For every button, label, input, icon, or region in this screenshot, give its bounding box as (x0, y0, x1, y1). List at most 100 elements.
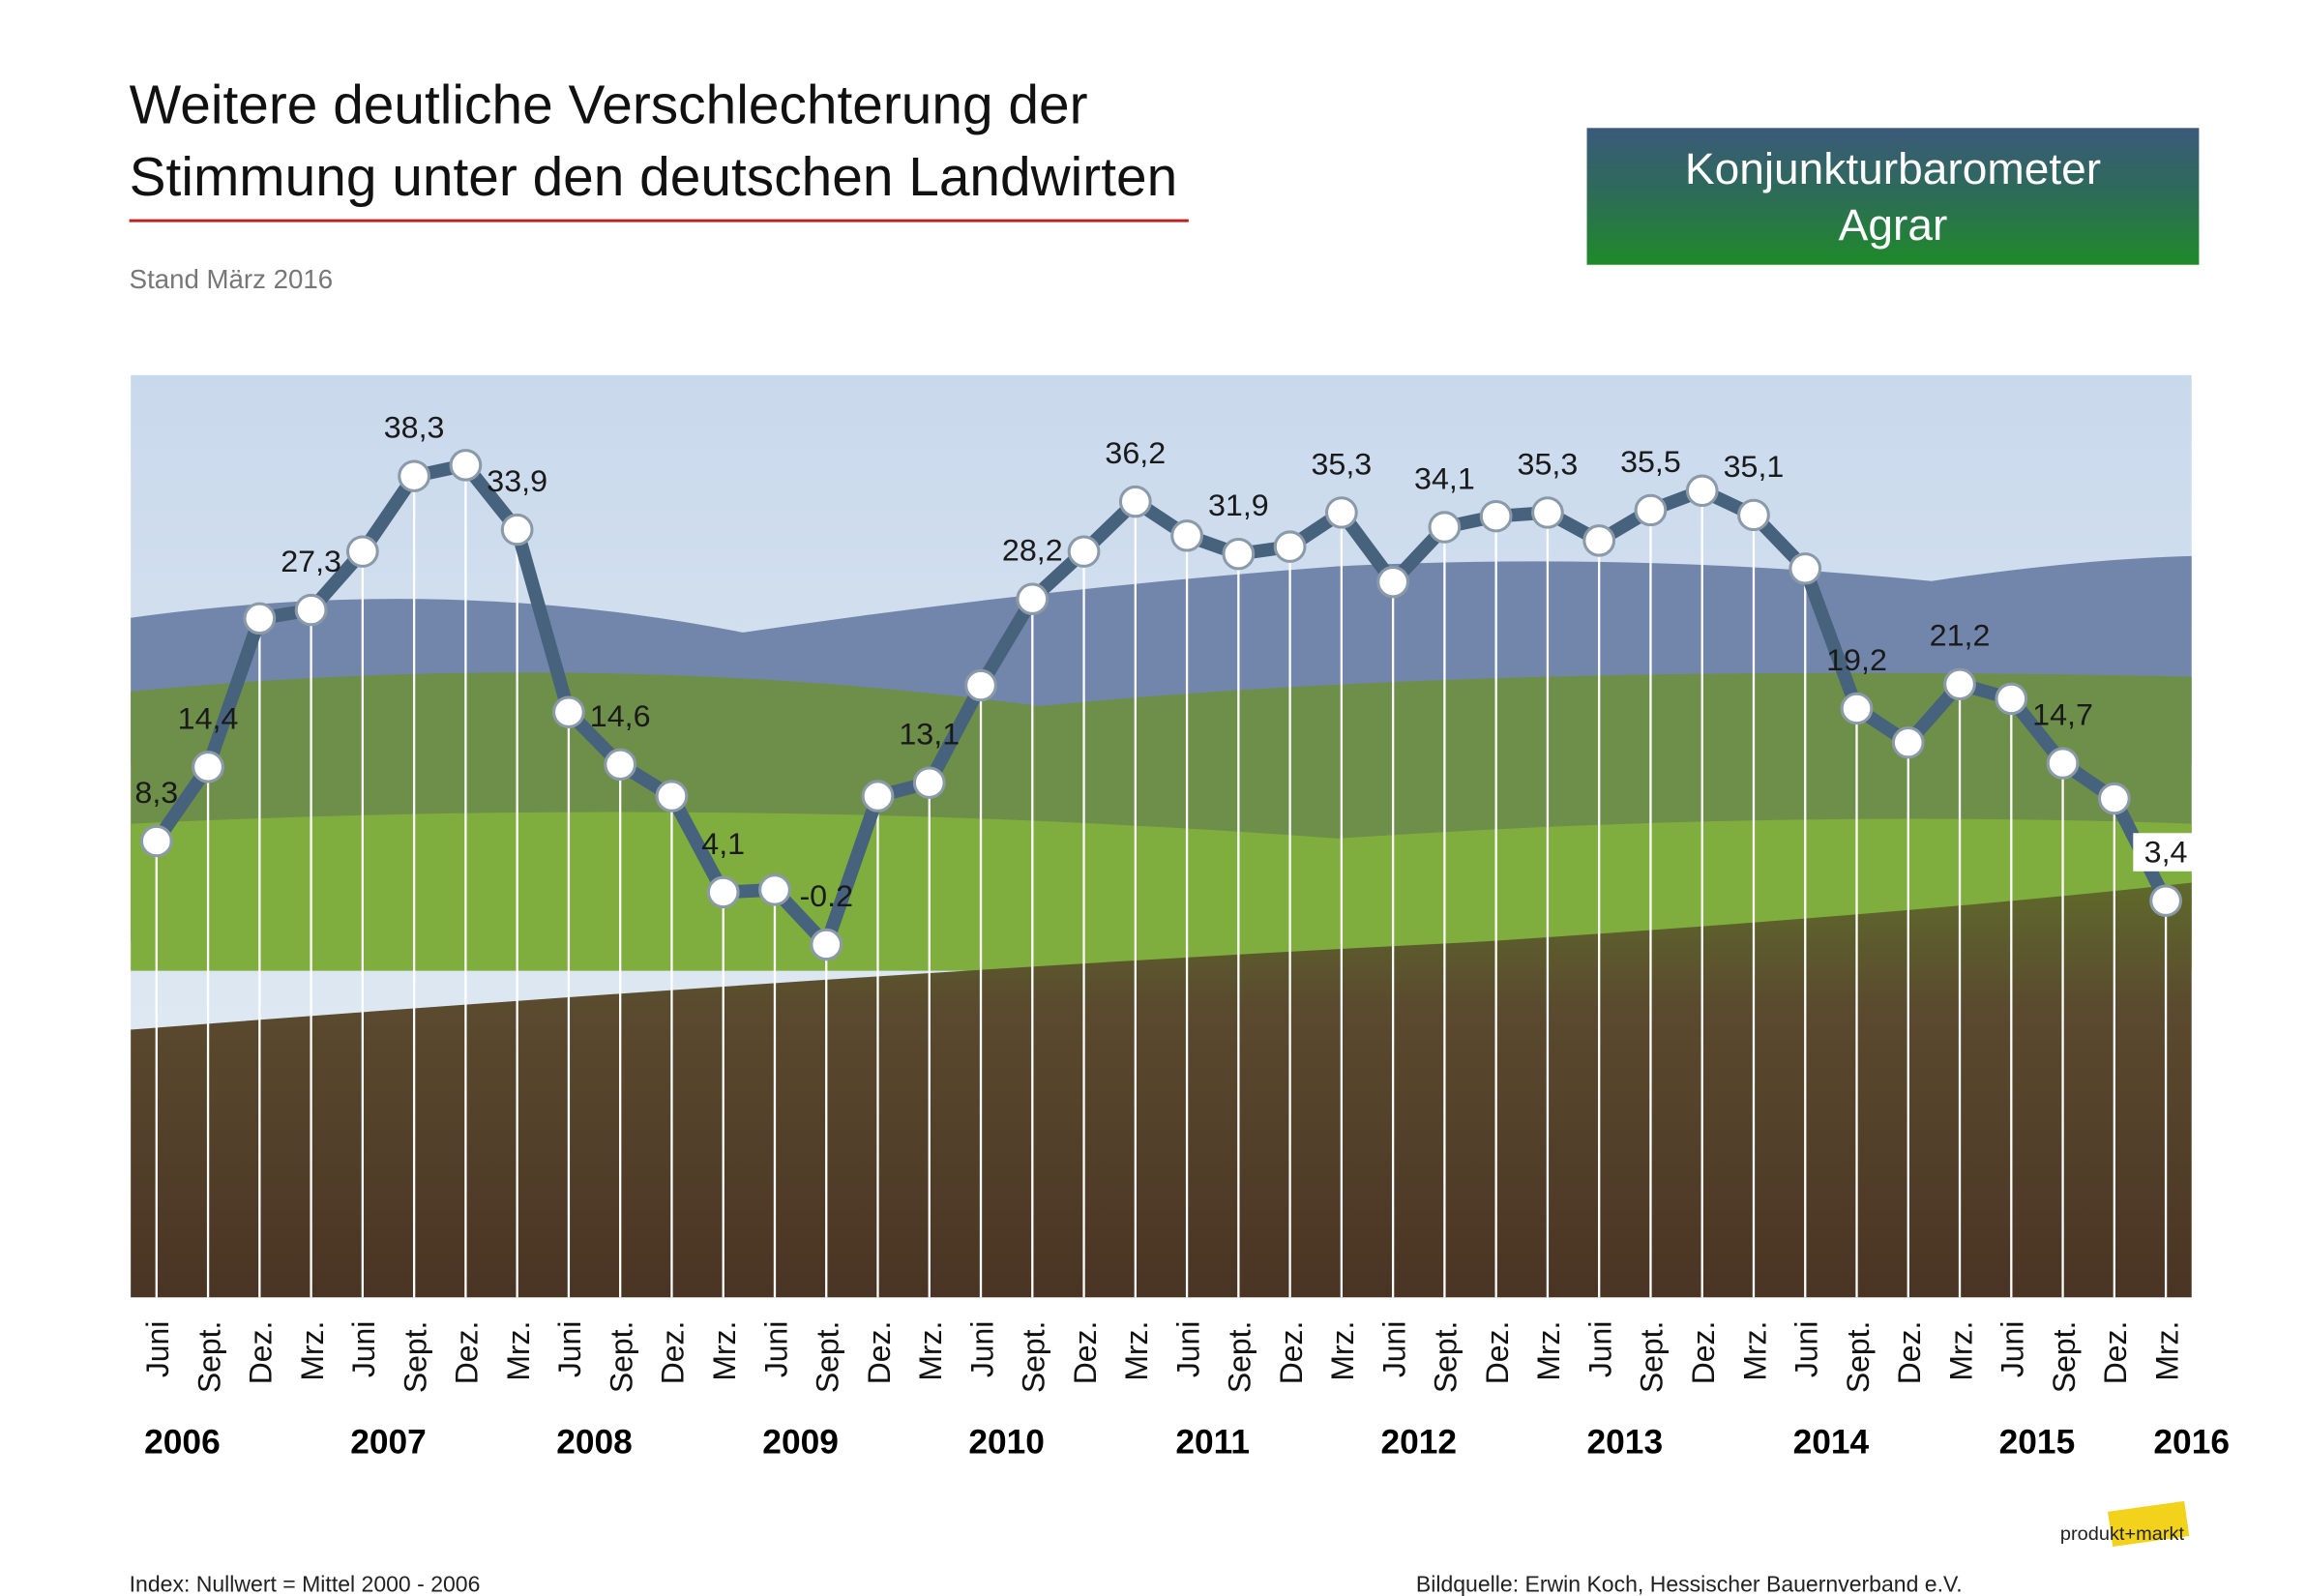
year-label: 2012 (1380, 1424, 1457, 1462)
logo-mark (2108, 1500, 2190, 1548)
value-label: 35,3 (1311, 447, 1372, 482)
point (1943, 667, 1976, 701)
x-tick-label: Sept. (2047, 1321, 2082, 1394)
x-tick-label: Juni (1170, 1321, 1205, 1378)
year-label: 2008 (556, 1424, 633, 1462)
value-label: 14,4 (178, 700, 239, 735)
x-tick-label: Mrz. (1325, 1321, 1360, 1381)
point (345, 535, 379, 568)
x-tick-label: Sept. (1016, 1321, 1050, 1394)
label-box (2133, 833, 2199, 872)
point (1170, 519, 1203, 552)
badge (1586, 128, 2200, 265)
point (139, 824, 173, 858)
year-label: 2009 (762, 1424, 839, 1462)
badge-text: Agrar (1839, 199, 1948, 250)
point (1789, 552, 1822, 585)
point (1685, 474, 1719, 508)
value-label: 21,2 (1930, 618, 1991, 653)
x-tick-label: Juni (346, 1321, 381, 1378)
value-label: 35,1 (1724, 449, 1785, 484)
point (861, 780, 895, 813)
value-label: 19,2 (1826, 642, 1887, 677)
x-tick-label: Sept. (398, 1321, 432, 1394)
point (1531, 496, 1564, 529)
x-tick-label: Sept. (1222, 1321, 1256, 1394)
point (810, 928, 843, 961)
x-tick-label: Mrz. (1531, 1321, 1566, 1381)
x-tick-label: Juni (1789, 1321, 1823, 1378)
x-tick-label: Mrz. (1737, 1321, 1772, 1381)
chart: 8,3 14,4 27,3 38,3 33,9 14,6 4,1 -0.2 13,1 28,2 36… (134, 410, 2230, 1462)
point (1737, 498, 1770, 532)
point (1582, 524, 1616, 557)
x-tick-label: Juni (758, 1321, 793, 1378)
point (604, 748, 637, 782)
x-tick-label: Mrz. (1943, 1321, 1978, 1381)
point (1067, 535, 1101, 568)
point (1324, 496, 1358, 529)
point (2046, 747, 2080, 780)
point (500, 513, 534, 547)
x-tick-label: Juni (552, 1321, 587, 1378)
footer-note: Index: Nullwert = Mittel 2000 - 2006 (130, 1572, 481, 1596)
point (655, 780, 689, 813)
x-tick-label: Dez. (1686, 1321, 1721, 1385)
value-label: 13,1 (899, 717, 960, 752)
x-tick-label: Dez. (1068, 1321, 1103, 1385)
footer-source: Bildquelle: Erwin Koch, Hessischer Bauer… (1416, 1572, 1963, 1596)
value-label: 4,1 (701, 826, 745, 861)
series-line (151, 458, 2173, 952)
point (1273, 530, 1307, 563)
point (706, 875, 740, 909)
point (758, 873, 791, 906)
x-tick-label: Dez. (1274, 1321, 1309, 1385)
point (192, 751, 224, 783)
value-label: 14,6 (590, 698, 651, 733)
x-tick-label: Sept. (1429, 1321, 1463, 1394)
year-label: 2014 (1793, 1424, 1870, 1462)
title-line: Weitere deutliche Verschlechterung der (130, 74, 1088, 135)
x-tick-label: Dez. (1892, 1321, 1927, 1385)
background-photo (131, 374, 2192, 1298)
year-label: 2007 (350, 1424, 427, 1462)
year-label: 2010 (968, 1424, 1045, 1462)
value-label: 14,7 (2032, 697, 2093, 732)
value-label: 3,4 (2144, 835, 2188, 870)
point (1995, 682, 2028, 716)
point (243, 602, 277, 635)
point (1376, 565, 1410, 599)
point (1222, 537, 1256, 571)
value-label: 38,3 (384, 410, 445, 445)
point (1118, 485, 1152, 518)
point (1891, 725, 1925, 759)
title-line: Stimmung unter den deutschen Landwirten (130, 147, 1178, 208)
x-tick-label: Mrz. (707, 1321, 742, 1381)
point (449, 449, 483, 482)
x-tick-label: Sept. (192, 1321, 226, 1394)
value-label: 8,3 (134, 775, 178, 810)
year-label: 2013 (1587, 1424, 1664, 1462)
x-tick-label: Juni (964, 1321, 999, 1378)
x-tick-label: Juni (1376, 1321, 1411, 1378)
point (1016, 582, 1050, 615)
x-tick-label: Juni (1995, 1321, 2029, 1378)
value-label: 31,9 (1208, 488, 1269, 522)
value-label: -0.2 (799, 878, 853, 913)
point (912, 766, 946, 799)
subtitle: Stand März 2016 (130, 264, 333, 294)
x-tick-label: Dez. (656, 1321, 691, 1385)
value-label: 27,3 (281, 544, 341, 578)
point (398, 459, 431, 492)
value-label: 35,3 (1518, 447, 1579, 482)
x-tick-label: Dez. (2098, 1321, 2133, 1385)
point (552, 695, 585, 728)
x-tick-label: Juni (1582, 1321, 1617, 1378)
value-label: 33,9 (487, 463, 547, 498)
value-label: 35,5 (1620, 444, 1681, 479)
x-tick-label: Mrz. (295, 1321, 330, 1381)
year-label: 2016 (2153, 1424, 2230, 1462)
x-tick-label: Dez. (862, 1321, 897, 1385)
badge-text: Konjunkturbarometer (1685, 143, 2101, 193)
x-tick-label: Juni (140, 1321, 175, 1378)
